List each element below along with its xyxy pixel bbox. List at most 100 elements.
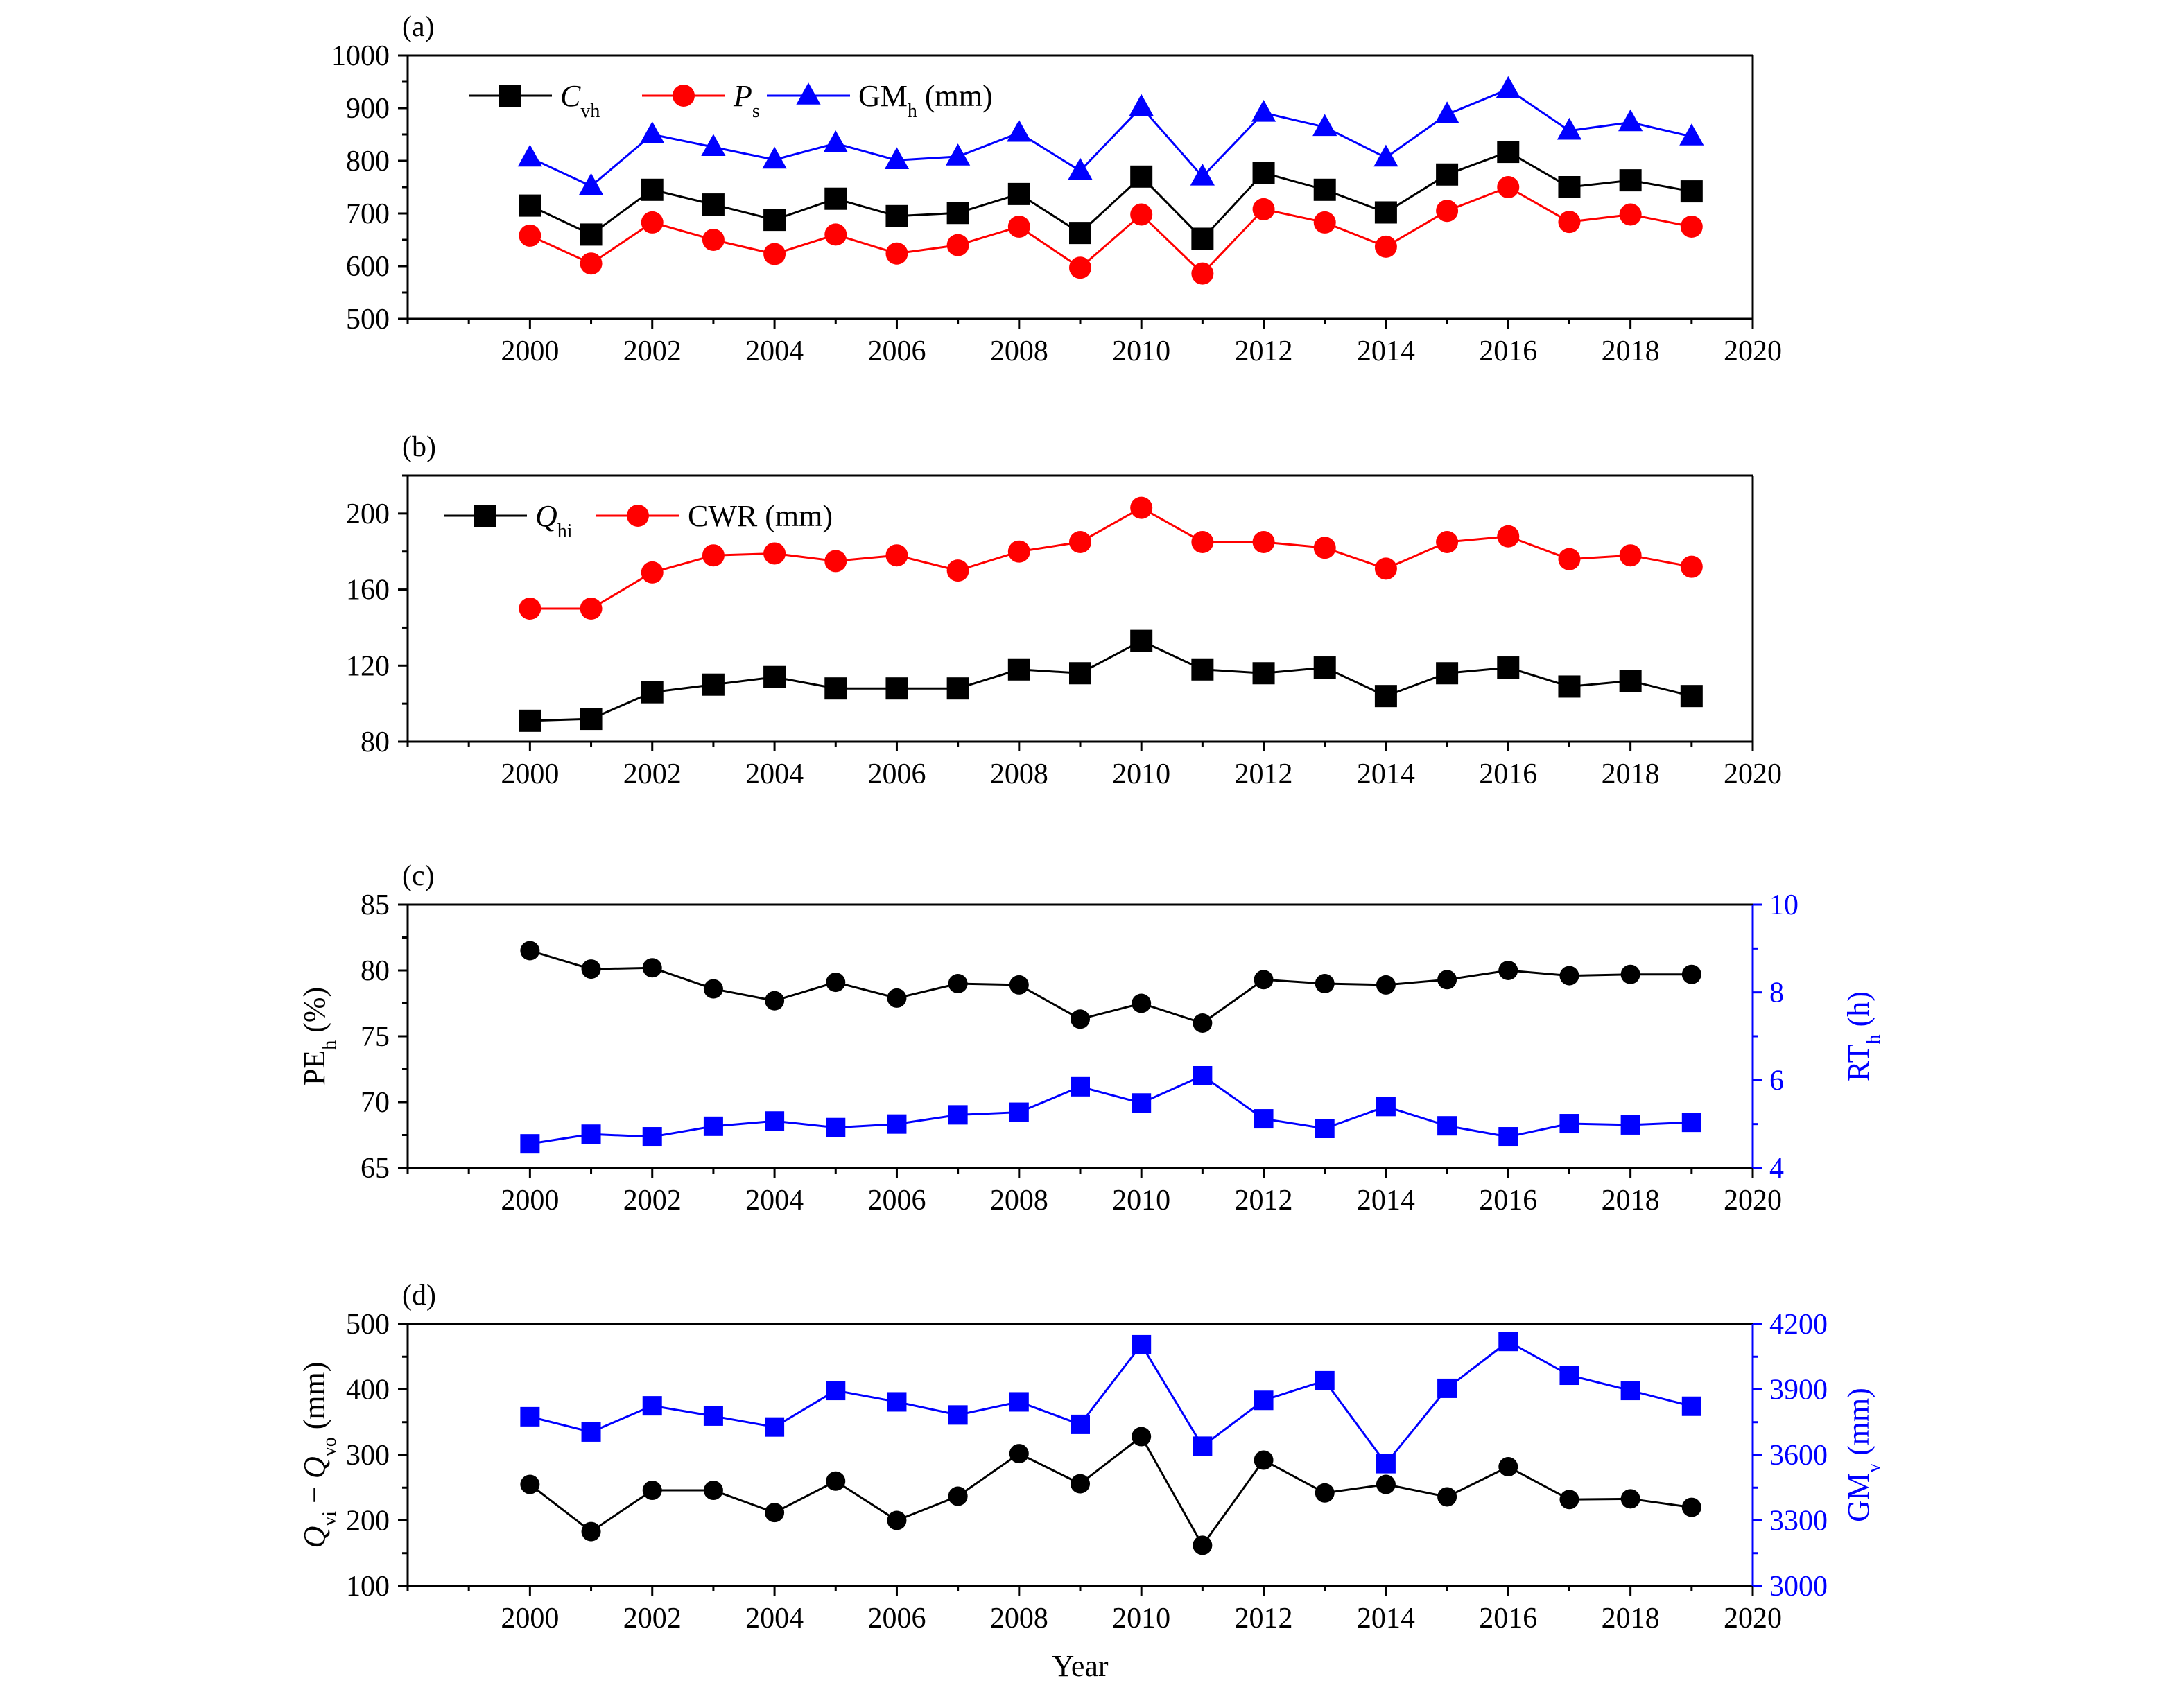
data-point [702, 544, 725, 567]
x-tick-label: 2008 [990, 1603, 1048, 1634]
data-point [1559, 1114, 1579, 1134]
data-point [1619, 670, 1642, 692]
data-point [1437, 1487, 1457, 1507]
data-point [1620, 964, 1640, 984]
x-tick-label: 2016 [1479, 758, 1537, 790]
data-point [1681, 1396, 1701, 1416]
data-point [701, 134, 726, 157]
data-point [703, 979, 723, 999]
x-tick-label: 2018 [1602, 758, 1660, 790]
y-tick-label: 75 [361, 1021, 390, 1053]
y-right-tick-label: 3600 [1769, 1440, 1828, 1472]
data-point [1130, 496, 1153, 519]
y-right-tick-label: 10 [1769, 889, 1799, 921]
data-point [1374, 235, 1397, 258]
y-right-axis-title: RTh (h) [1841, 991, 1884, 1081]
data-point [520, 941, 540, 961]
data-point [1619, 169, 1642, 192]
x-tick-label: 2000 [501, 758, 559, 790]
data-point [826, 1471, 846, 1491]
y-tick-label: 600 [346, 251, 390, 283]
data-point [703, 1481, 723, 1501]
data-point [1007, 540, 1030, 563]
data-point [580, 598, 603, 620]
series-0 [519, 629, 1703, 732]
x-tick-label: 2008 [990, 335, 1048, 367]
panel-b: (b) 2000 2002 2004 2006 2008 2010 2012 2014 2016 2… [346, 431, 1782, 790]
x-tick-label: 2004 [745, 1185, 804, 1216]
data-point [581, 959, 601, 979]
data-point [948, 1405, 968, 1425]
data-point [581, 1422, 601, 1442]
x-tick-label: 2010 [1112, 1603, 1170, 1634]
y-axis-title: PEh (%) [297, 987, 340, 1085]
x-tick-label: 2008 [990, 758, 1048, 790]
legend: Qhi CWR (mm) [444, 499, 833, 542]
data-point [763, 243, 786, 265]
x-tick-label: 2012 [1235, 1185, 1293, 1216]
data-point [1132, 1427, 1152, 1447]
data-point [1679, 123, 1704, 146]
data-point [1009, 975, 1029, 995]
x-tick-label: 2010 [1112, 335, 1170, 367]
x-tick-label: 2006 [867, 1603, 926, 1634]
y-tick-label: 900 [346, 93, 390, 125]
x-tick-label: 2012 [1235, 1603, 1293, 1634]
data-point [885, 204, 908, 227]
data-point [1007, 216, 1030, 238]
x-tick-label: 2006 [867, 758, 926, 790]
data-point [520, 1474, 540, 1494]
data-point [885, 242, 908, 265]
x-tick-label: 2014 [1357, 758, 1415, 790]
data-point [580, 223, 603, 246]
data-point [1071, 1414, 1090, 1434]
data-point [885, 544, 908, 567]
data-point [1251, 99, 1276, 122]
x-tick-label: 2012 [1235, 335, 1293, 367]
data-point [1069, 256, 1091, 279]
data-point [1681, 1113, 1701, 1133]
y-right-tick-label: 4200 [1769, 1309, 1828, 1341]
y-tick-label: 200 [346, 1506, 390, 1537]
data-point [1193, 1066, 1213, 1085]
data-point [1315, 1370, 1335, 1390]
data-point [642, 1396, 662, 1416]
data-point [1680, 180, 1703, 203]
data-point [519, 598, 541, 620]
legend-marker [627, 505, 649, 527]
data-point [763, 665, 786, 688]
data-point [1252, 162, 1275, 184]
data-point [702, 193, 725, 216]
data-point [824, 223, 847, 246]
data-point [1254, 970, 1274, 990]
data-point [1498, 1127, 1518, 1147]
data-point [1558, 176, 1581, 198]
series-0 [519, 141, 1703, 250]
x-tick-label: 2016 [1479, 335, 1537, 367]
data-point [1191, 658, 1214, 681]
data-point [703, 1116, 723, 1136]
data-point [946, 143, 971, 166]
y-tick-label: 80 [361, 955, 390, 987]
data-point [1374, 557, 1397, 580]
data-point [1069, 531, 1091, 553]
data-point [1191, 531, 1214, 553]
series-1 [520, 1332, 1701, 1474]
y-tick-label: 800 [346, 146, 390, 177]
data-point [1437, 970, 1457, 990]
y-right-tick-label: 6 [1769, 1065, 1784, 1097]
data-point [765, 991, 785, 1011]
data-point [1497, 141, 1520, 164]
y-tick-label: 700 [346, 198, 390, 230]
x-tick-label: 2002 [623, 1185, 682, 1216]
data-point [1436, 200, 1459, 223]
data-point [1071, 1474, 1090, 1494]
data-point [946, 677, 969, 700]
panel-c: (c) 2000 2002 2004 2006 2008 2010 2012 2014 2016 2… [297, 860, 1884, 1216]
legend-marker [796, 82, 821, 105]
data-point [1129, 94, 1154, 116]
data-point [887, 1392, 907, 1412]
y-tick-label: 70 [361, 1087, 390, 1119]
data-point [642, 1481, 662, 1501]
data-point [1620, 1381, 1640, 1401]
